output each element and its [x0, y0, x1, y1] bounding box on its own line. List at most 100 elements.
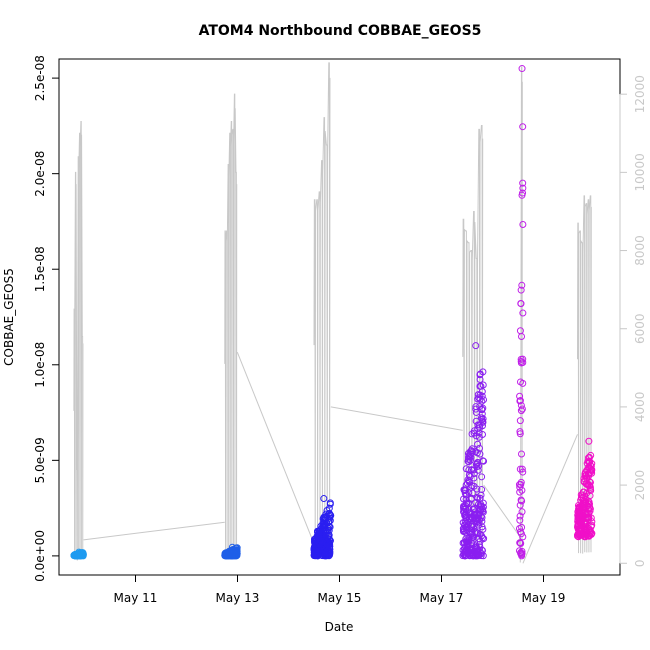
data-point: [462, 491, 470, 499]
y-axis-label: COBBAE_GEOS5: [2, 268, 16, 366]
data-point: [472, 417, 480, 425]
data-point: [320, 495, 328, 503]
y-tick-label: 2.0e-08: [33, 151, 47, 197]
data-point: [516, 392, 524, 400]
data-point: [480, 457, 488, 465]
data-point: [463, 522, 471, 530]
data-point: [478, 397, 486, 405]
altitude-transit-4: [483, 484, 520, 537]
y2-tick-label: 12000: [633, 75, 647, 113]
data-point: [465, 478, 473, 486]
data-point: [516, 378, 524, 386]
data-point: [325, 531, 333, 539]
data-point: [516, 512, 524, 520]
data-point: [320, 513, 328, 521]
altitude-series: [73, 62, 592, 564]
data-point: [474, 494, 482, 502]
data-point: [587, 451, 595, 459]
data-point: [518, 450, 525, 458]
data-point: [467, 483, 475, 491]
data-point: [475, 510, 483, 518]
data-point: [461, 486, 469, 494]
data-point: [518, 405, 526, 413]
data-point: [479, 368, 487, 376]
y2-tick-label: 8000: [633, 235, 647, 266]
data-point: [470, 514, 478, 522]
plot-frame: [58, 58, 621, 576]
data-point: [517, 299, 525, 307]
data-point: [320, 523, 328, 531]
data-point: [519, 179, 527, 187]
data-point: [519, 184, 527, 192]
data-point: [474, 395, 482, 403]
data-point: [586, 505, 594, 513]
data-point: [478, 473, 486, 481]
data-point: [467, 522, 475, 530]
x-axis-label: Date: [325, 620, 354, 634]
data-point: [518, 465, 526, 473]
data-point: [474, 425, 482, 433]
x-tick-label: May 13: [216, 591, 260, 605]
data-point: [325, 535, 333, 543]
data-point: [74, 552, 82, 560]
data-point: [517, 528, 525, 536]
data-point: [326, 500, 334, 508]
data-point: [580, 518, 588, 526]
flight-5-points: [515, 65, 527, 560]
data-point: [474, 421, 482, 429]
data-point: [518, 332, 526, 340]
data-point: [322, 544, 330, 552]
data-point: [461, 547, 469, 555]
data-point: [325, 509, 333, 517]
x-tick-label: May 15: [318, 591, 362, 605]
data-point: [582, 496, 590, 504]
data-point: [321, 552, 329, 560]
data-point: [518, 497, 526, 505]
data-point: [516, 501, 524, 509]
data-point: [581, 519, 589, 527]
data-point: [477, 414, 485, 422]
concentration-series: [70, 65, 596, 560]
data-point: [517, 401, 525, 409]
data-point: [476, 395, 484, 403]
data-point: [518, 281, 526, 289]
y2-tick-label: 0: [633, 559, 647, 567]
data-point: [323, 540, 331, 548]
data-point: [476, 543, 484, 551]
altitude-transit-5: [522, 434, 578, 564]
data-point: [313, 551, 321, 559]
data-point: [228, 543, 236, 551]
data-point: [462, 510, 470, 518]
flight-6-points: [574, 437, 596, 541]
data-point: [518, 508, 526, 516]
y2-tick-label: 10000: [633, 153, 647, 191]
data-point: [585, 458, 593, 466]
data-point: [315, 533, 323, 541]
y-tick-label: 5.0e-09: [33, 437, 47, 483]
data-point: [516, 417, 524, 425]
flight-2-points: [221, 543, 241, 560]
data-point: [472, 461, 480, 469]
data-point: [517, 355, 525, 363]
data-point: [317, 530, 325, 538]
data-point: [516, 516, 524, 524]
y-tick-label: 0.0e+00: [33, 530, 47, 582]
data-point: [465, 458, 473, 466]
data-point: [460, 495, 468, 503]
data-point: [469, 466, 477, 474]
y2-tick-label: 6000: [633, 313, 647, 344]
data-point: [233, 547, 241, 555]
data-point: [466, 552, 474, 560]
data-point: [580, 477, 588, 485]
data-point: [476, 450, 484, 458]
data-point: [581, 533, 588, 541]
x-tick-label: May 17: [420, 591, 464, 605]
data-point: [517, 286, 525, 294]
y-tick-label: 2.5e-08: [33, 55, 47, 101]
data-point: [575, 504, 583, 512]
altitude-flight-1: [73, 121, 84, 561]
chart-title: ATOM4 Northbound COBBAE_GEOS5: [199, 23, 482, 39]
altitude-flight-3: [313, 62, 331, 553]
data-point: [518, 552, 526, 560]
data-point: [319, 521, 327, 528]
